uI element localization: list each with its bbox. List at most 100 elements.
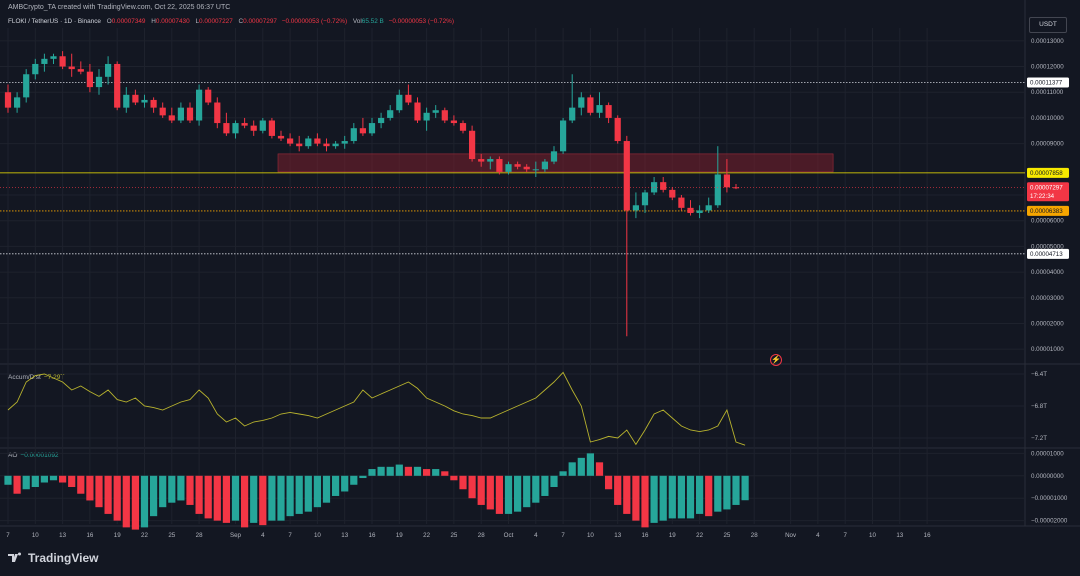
symbol-title[interactable]: FLOKI / TetherUS · 1D · Binance <box>8 18 101 25</box>
candle-body <box>196 89 203 121</box>
low-label: L <box>195 18 199 25</box>
candle-body <box>514 164 521 167</box>
price-axis-tick-label: 0.00011000 <box>1031 89 1064 96</box>
time-axis-tick-label: 7 <box>561 532 565 539</box>
ao-bar <box>277 475 285 521</box>
time-axis-tick-label: 10 <box>314 532 321 539</box>
ao-bar <box>413 466 422 476</box>
ao-bar <box>95 475 103 508</box>
ao-bar <box>195 475 203 514</box>
ao-bar <box>13 475 21 494</box>
candle-body <box>687 207 694 213</box>
candle-body <box>141 99 148 103</box>
candle-body <box>332 143 339 147</box>
ao-axis-tick-label: −0.00002000 <box>1031 518 1068 525</box>
ao-bar <box>177 475 185 501</box>
ao-bar <box>568 462 576 476</box>
candle-body <box>50 56 57 59</box>
ao-bar <box>186 475 194 505</box>
candle-body <box>669 189 676 198</box>
price-level-tag <box>1027 205 1069 216</box>
time-axis-tick-label: 28 <box>751 532 758 539</box>
candle-body <box>132 94 139 103</box>
accum-dist-value: −7.29T <box>43 374 65 381</box>
candle-body <box>105 63 112 77</box>
accum-dist-line <box>7 371 746 446</box>
tradingview-logo: TradingView <box>8 551 98 565</box>
ao-legend[interactable]: AO −0.00001092 <box>8 452 59 459</box>
ao-bar <box>723 475 731 510</box>
ao-bar <box>168 475 176 503</box>
time-axis-tick-label: 19 <box>396 532 403 539</box>
candle-body <box>296 143 303 147</box>
ao-bar <box>131 475 139 530</box>
ao-bar <box>359 475 367 479</box>
ao-bar <box>332 475 340 496</box>
ao-bar <box>77 475 85 494</box>
price-level-label: 0.00007858 <box>1030 170 1063 177</box>
time-axis-tick-label: 13 <box>614 532 621 539</box>
ao-bar <box>286 475 294 517</box>
candle-body <box>505 164 512 172</box>
ao-bar <box>668 475 676 519</box>
currency-selector[interactable]: USDT <box>1029 17 1067 33</box>
time-axis-tick-label: 4 <box>816 532 820 539</box>
candle-body <box>587 97 594 113</box>
candle-body <box>405 94 412 103</box>
attribution-text: AMBCrypto_TA created with TradingView.co… <box>8 4 231 11</box>
ao-bar <box>59 475 67 483</box>
ao-bar <box>140 475 149 528</box>
ao-bar <box>368 469 376 476</box>
ao-bar <box>605 475 613 490</box>
candle-body <box>241 123 248 126</box>
ao-bar <box>450 475 458 481</box>
price-level-label: 0.00006383 <box>1030 208 1063 215</box>
candle-body <box>469 130 476 160</box>
ao-bar <box>31 475 39 487</box>
ao-label: AO <box>8 452 18 459</box>
accum-dist-legend[interactable]: Accum/Dist −7.29T <box>8 374 64 381</box>
ao-bar <box>595 462 604 476</box>
high-value: 0.00007430 <box>155 18 190 25</box>
candle-body <box>77 69 84 72</box>
candle-body <box>350 128 357 142</box>
lightning-alert-icon[interactable]: ⚡ <box>770 354 782 366</box>
ao-bar <box>222 475 230 523</box>
ao-bar <box>395 464 403 476</box>
ao-bar <box>714 475 722 512</box>
ao-bar <box>304 475 312 512</box>
volume-change: −0.00000053 (−0.72%) <box>388 18 454 25</box>
candle-body <box>641 192 649 206</box>
tradingview-logo-icon <box>8 552 21 562</box>
ao-bar <box>486 475 494 510</box>
candle-body <box>605 105 612 118</box>
candle-body <box>441 110 448 121</box>
price-axis-tick-label: 0.00006000 <box>1031 218 1064 225</box>
time-axis-tick-label: 19 <box>114 532 121 539</box>
candle-body <box>432 110 439 113</box>
ao-bar <box>22 475 30 490</box>
ao-bar <box>341 475 349 492</box>
candle-body <box>277 135 285 139</box>
time-axis-tick-label: 22 <box>423 532 430 539</box>
ao-bar <box>259 475 267 526</box>
ao-bar <box>577 457 585 476</box>
ao-bar <box>541 475 549 496</box>
candle-body <box>59 56 66 67</box>
ao-bar <box>468 475 476 499</box>
candle-body <box>259 120 266 131</box>
candle-body <box>168 115 175 121</box>
candle-body <box>287 138 294 144</box>
time-axis-tick-label: 10 <box>32 532 39 539</box>
ao-bar <box>532 475 540 503</box>
candle-body <box>560 120 567 152</box>
candle-body <box>550 151 558 162</box>
candle-body <box>159 107 166 116</box>
candle-body <box>450 120 457 124</box>
price-level-tag <box>1027 248 1069 259</box>
ao-value: −0.00001092 <box>20 452 59 459</box>
ao-bar <box>641 475 649 528</box>
ao-bar <box>514 475 522 512</box>
candle-body <box>696 210 703 213</box>
